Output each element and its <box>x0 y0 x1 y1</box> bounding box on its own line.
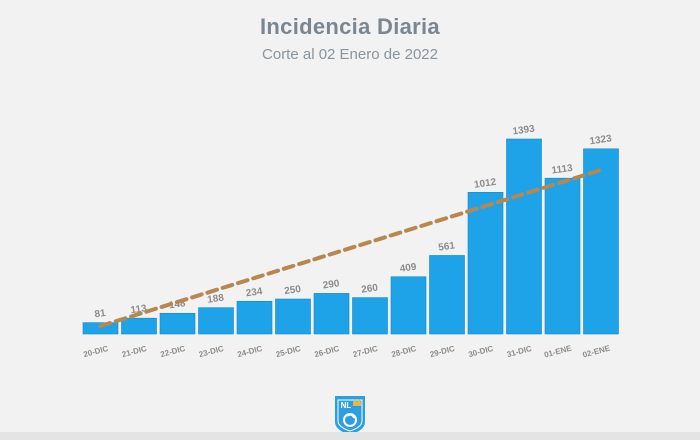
bar <box>429 255 465 335</box>
logo-text: NL <box>341 401 352 410</box>
data-label: 290 <box>322 278 340 291</box>
data-label: 561 <box>438 240 456 253</box>
x-tick-label: 02-ENE <box>582 343 612 359</box>
bar <box>121 317 157 335</box>
data-label: 409 <box>399 262 417 275</box>
x-tick-label: 28-DIC <box>390 344 417 359</box>
x-tick-label: 26-DIC <box>313 344 340 359</box>
x-tick-label: 27-DIC <box>352 344 379 359</box>
x-tick-label: 22-DIC <box>159 344 186 359</box>
data-label: 1323 <box>589 133 613 147</box>
data-label: 234 <box>245 286 263 299</box>
x-tick-label: 25-DIC <box>275 344 302 359</box>
chart-title: Incidencia Diaria <box>260 14 440 39</box>
data-label: 81 <box>94 308 107 321</box>
x-tick-label: 20-DIC <box>82 344 109 359</box>
x-tick-label: 01-ENE <box>543 343 573 359</box>
bottom-strip <box>0 432 700 440</box>
nuevo-leon-logo-icon: NL <box>335 396 365 435</box>
bar <box>275 298 311 335</box>
x-tick-label: 23-DIC <box>198 344 225 359</box>
x-tick-label: 21-DIC <box>121 344 148 359</box>
x-tick-label: 24-DIC <box>236 344 263 359</box>
bar <box>544 177 581 335</box>
data-label: 260 <box>361 282 379 295</box>
data-label: 250 <box>284 284 302 297</box>
bar <box>236 300 273 335</box>
data-label: 113 <box>130 303 148 316</box>
x-tick-label: 30-DIC <box>467 344 494 359</box>
bar <box>506 138 542 335</box>
bar <box>390 276 427 335</box>
data-label: 1012 <box>473 177 497 191</box>
bar <box>467 192 504 335</box>
bar <box>313 293 350 335</box>
bar <box>198 307 234 335</box>
bar <box>583 148 619 335</box>
x-tick-label: 29-DIC <box>429 344 456 359</box>
x-tick-label: 31-DIC <box>506 344 533 359</box>
trend-line <box>98 167 603 328</box>
bar <box>82 322 119 335</box>
bar <box>159 312 196 335</box>
data-label: 1393 <box>512 123 536 137</box>
chart-subtitle: Corte al 02 Enero de 2022 <box>262 46 438 63</box>
data-label: 188 <box>207 293 225 306</box>
data-label: 1113 <box>551 163 574 177</box>
bar <box>352 297 388 335</box>
